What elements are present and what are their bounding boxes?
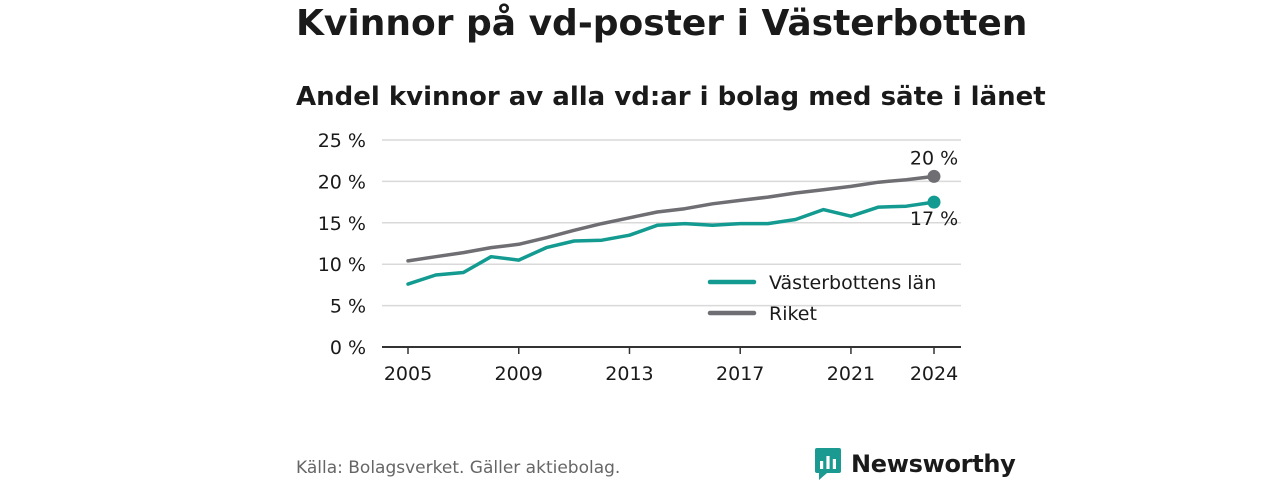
legend-label: Riket (769, 303, 817, 325)
chart-subtitle: Andel kvinnor av alla vd:ar i bolag med … (296, 82, 1046, 112)
end-point-marker (927, 195, 941, 209)
end-value-label: 17 % (910, 208, 958, 230)
end-value-label: 20 % (910, 147, 958, 169)
source-note: Källa: Bolagsverket. Gäller aktiebolag. (296, 458, 621, 478)
y-tick-label: 5 % (330, 296, 366, 318)
newsworthy-logo-icon (815, 448, 841, 480)
chart-title: Kvinnor på vd-poster i Västerbotten (296, 3, 1028, 44)
end-point-marker (927, 169, 941, 183)
y-tick-label: 0 % (330, 337, 366, 359)
y-tick-label: 15 % (318, 213, 366, 235)
x-tick-label: 2013 (605, 363, 653, 385)
y-tick-label: 25 % (318, 130, 366, 152)
x-tick-label: 2009 (495, 363, 543, 385)
series-line (406, 200, 936, 286)
legend-label: Västerbottens län (769, 272, 936, 294)
series-line (406, 174, 936, 263)
x-tick-label: 2021 (827, 363, 875, 385)
x-tick-label: 2024 (910, 363, 958, 385)
y-tick-label: 10 % (318, 254, 366, 276)
brand-name: Newsworthy (851, 450, 1016, 478)
x-tick-label: 2017 (716, 363, 764, 385)
x-tick-label: 2005 (384, 363, 432, 385)
brand-logo: Newsworthy (814, 446, 1016, 482)
y-tick-label: 20 % (318, 171, 366, 193)
